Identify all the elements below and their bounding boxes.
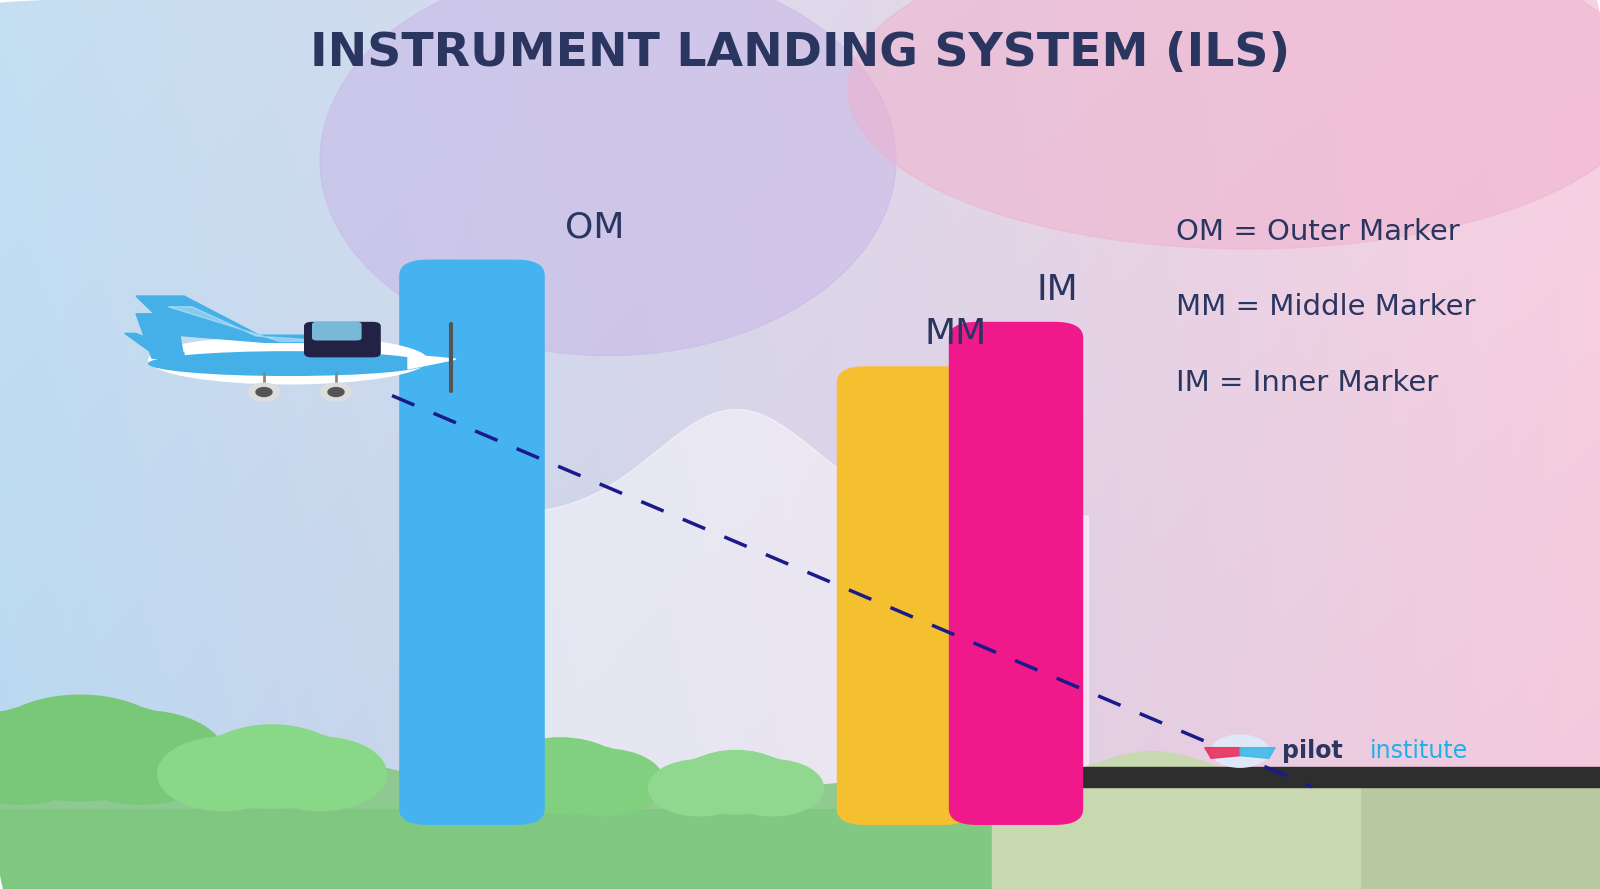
- FancyBboxPatch shape: [398, 260, 544, 825]
- Polygon shape: [848, 0, 1600, 249]
- Circle shape: [0, 704, 120, 786]
- Circle shape: [0, 711, 102, 804]
- Polygon shape: [320, 0, 896, 356]
- Text: OM = Outer Marker: OM = Outer Marker: [1176, 218, 1459, 245]
- Text: INSTRUMENT LANDING SYSTEM (ILS): INSTRUMENT LANDING SYSTEM (ILS): [310, 31, 1290, 76]
- Text: OM: OM: [565, 211, 624, 244]
- Polygon shape: [136, 314, 184, 358]
- Circle shape: [248, 383, 280, 401]
- Circle shape: [712, 756, 800, 805]
- Circle shape: [678, 750, 794, 814]
- Polygon shape: [408, 355, 456, 369]
- Circle shape: [58, 711, 226, 804]
- Circle shape: [483, 745, 589, 802]
- Circle shape: [1211, 735, 1269, 767]
- Circle shape: [254, 737, 387, 811]
- Circle shape: [544, 749, 664, 816]
- FancyBboxPatch shape: [837, 366, 971, 825]
- Circle shape: [493, 738, 627, 813]
- Polygon shape: [1048, 773, 1600, 889]
- Circle shape: [320, 383, 352, 401]
- Polygon shape: [136, 296, 336, 342]
- Polygon shape: [125, 333, 184, 356]
- Polygon shape: [1048, 767, 1600, 787]
- Circle shape: [328, 388, 344, 396]
- Circle shape: [189, 733, 302, 796]
- Text: institute: institute: [1370, 740, 1467, 763]
- Circle shape: [531, 745, 637, 802]
- Text: IM = Inner Marker: IM = Inner Marker: [1176, 369, 1438, 396]
- Polygon shape: [168, 307, 333, 341]
- Text: MM: MM: [925, 317, 987, 351]
- Circle shape: [723, 760, 824, 816]
- Text: IM: IM: [1037, 273, 1078, 307]
- FancyBboxPatch shape: [949, 322, 1083, 825]
- Circle shape: [42, 704, 187, 786]
- Ellipse shape: [149, 351, 429, 376]
- Circle shape: [158, 737, 290, 811]
- Polygon shape: [0, 747, 1120, 889]
- Polygon shape: [0, 809, 1120, 889]
- Circle shape: [0, 695, 176, 801]
- FancyBboxPatch shape: [304, 322, 381, 357]
- Circle shape: [256, 388, 272, 396]
- Text: pilot: pilot: [1282, 740, 1342, 763]
- Circle shape: [648, 760, 749, 816]
- Text: MM = Middle Marker: MM = Middle Marker: [1176, 293, 1475, 321]
- Polygon shape: [1205, 748, 1240, 758]
- Circle shape: [242, 733, 355, 796]
- Polygon shape: [1240, 748, 1275, 758]
- Circle shape: [197, 725, 347, 808]
- Circle shape: [456, 749, 576, 816]
- FancyBboxPatch shape: [312, 322, 362, 340]
- Ellipse shape: [149, 336, 429, 384]
- Circle shape: [672, 756, 760, 805]
